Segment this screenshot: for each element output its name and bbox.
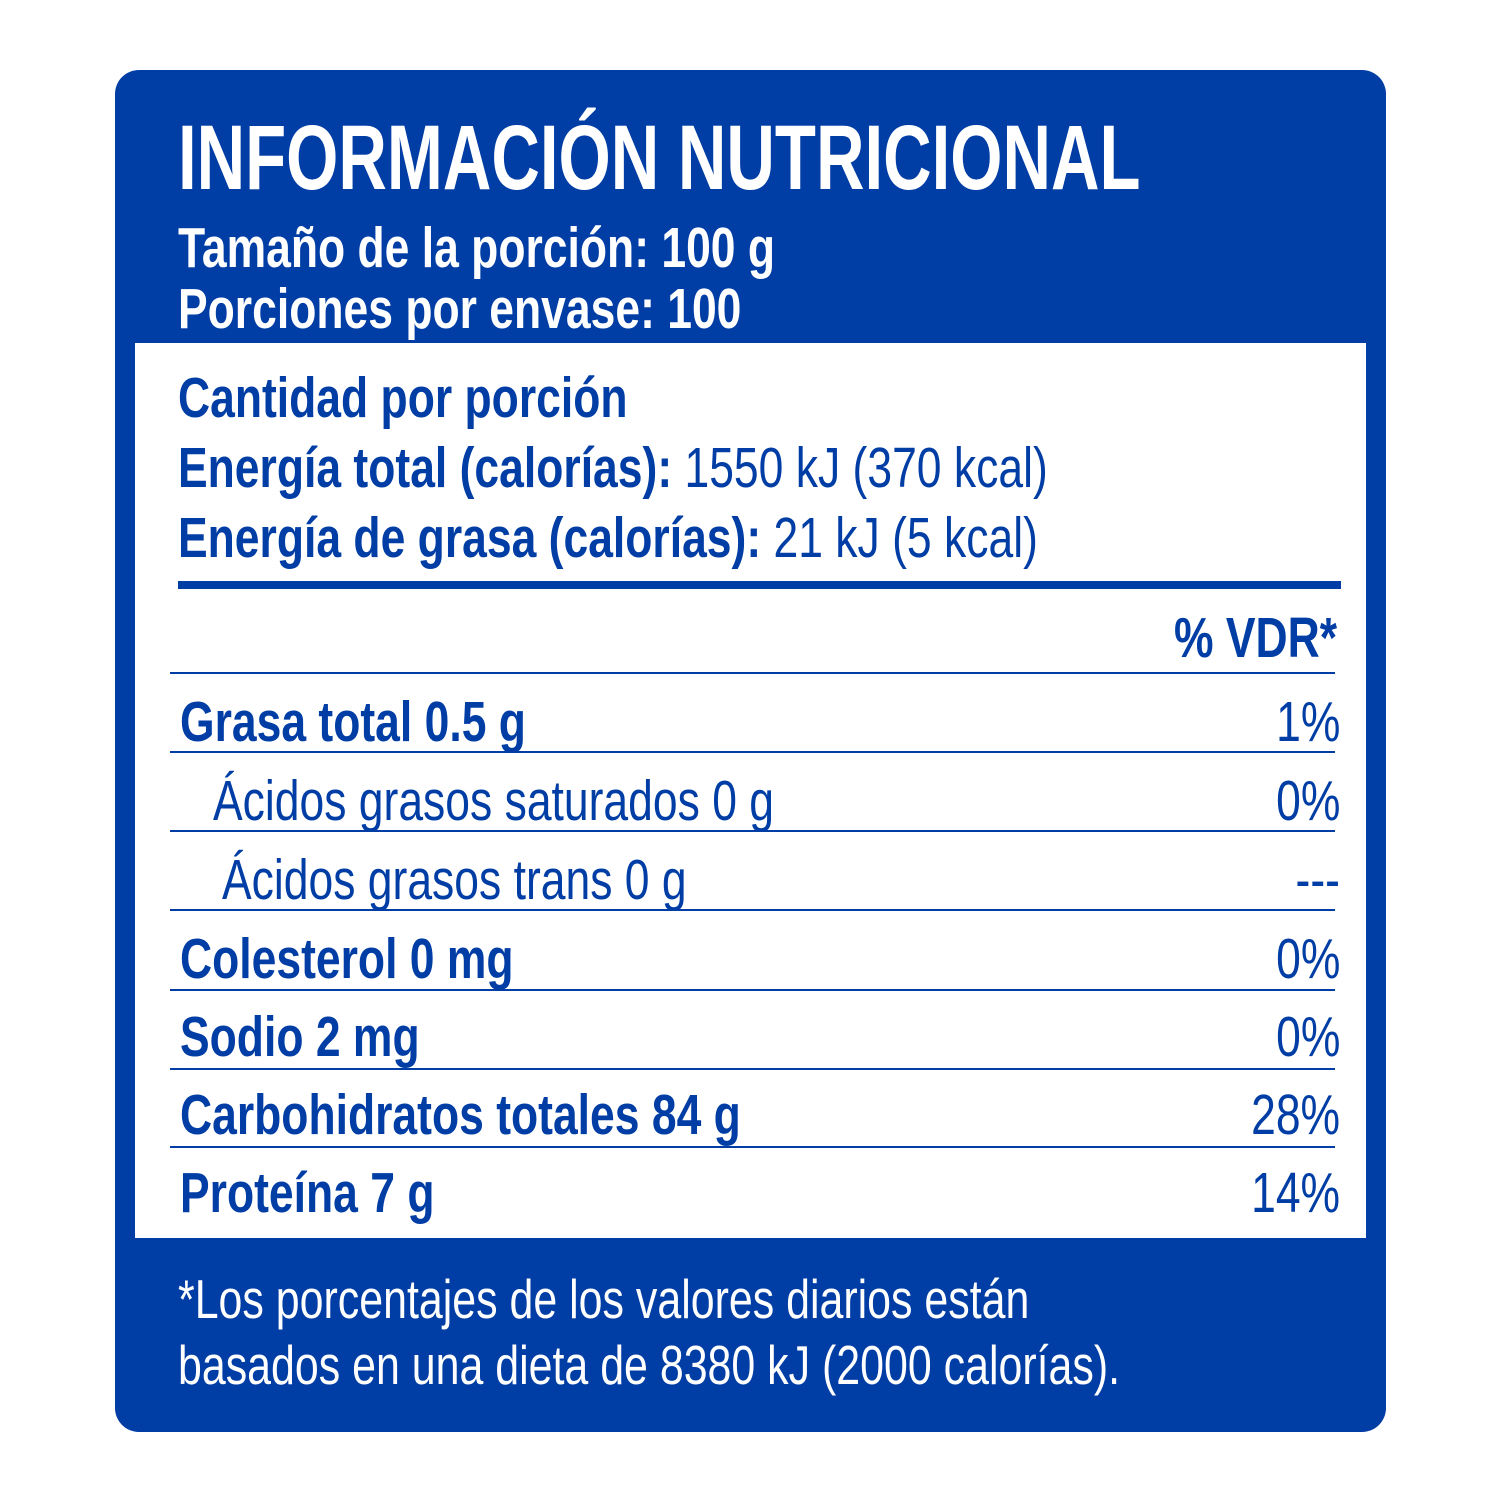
- energy-label: Energía total (calorías):: [178, 436, 673, 500]
- fat-energy-value: 21 kJ (5 kcal): [761, 506, 1038, 570]
- divider: [170, 989, 1335, 991]
- label-title: INFORMACIÓN NUTRICIONAL: [178, 107, 1141, 209]
- energy-total: Energía total (calorías): 1550 kJ (370 k…: [178, 440, 1048, 497]
- thick-divider: [178, 581, 1341, 589]
- divider: [170, 1068, 1335, 1070]
- row-dv: 28%: [1251, 1083, 1340, 1147]
- row-label: Ácidos grasos saturados 0 g: [213, 769, 775, 833]
- energy-fat: Energía de grasa (calorías): 21 kJ (5 kc…: [178, 510, 1038, 567]
- energy-value: 1550 kJ (370 kcal): [672, 436, 1048, 500]
- row-label: Sodio 2 mg: [180, 1005, 420, 1069]
- divider: [170, 830, 1335, 832]
- row-dv: 0%: [1275, 927, 1340, 991]
- footnote-line-1: *Los porcentajes de los valores diarios …: [178, 1268, 1030, 1330]
- divider: [170, 909, 1335, 911]
- footnote-line-2: basados en una dieta de 8380 kJ (2000 ca…: [178, 1334, 1121, 1396]
- fat-energy-label: Energía de grasa (calorías):: [178, 506, 762, 570]
- row-dv: ---: [1295, 848, 1340, 912]
- row-label: Ácidos grasos trans 0 g: [222, 848, 687, 912]
- dv-header: % VDR*: [1173, 606, 1337, 670]
- row-dv: 0%: [1275, 769, 1340, 833]
- row-label: Proteína 7 g: [180, 1161, 435, 1225]
- row-dv: 14%: [1251, 1161, 1340, 1225]
- servings-per-container: Porciones por envase: 100: [178, 277, 742, 341]
- nutrition-panel: [135, 343, 1366, 1238]
- serving-size: Tamaño de la porción: 100 g: [178, 216, 776, 280]
- row-dv: 0%: [1275, 1005, 1340, 1069]
- row-dv: 1%: [1275, 690, 1340, 754]
- divider: [170, 672, 1335, 674]
- divider: [170, 1146, 1335, 1148]
- divider: [170, 751, 1335, 753]
- amount-heading: Cantidad por porción: [178, 366, 628, 430]
- row-label: Grasa total 0.5 g: [180, 690, 526, 754]
- row-label: Carbohidratos totales 84 g: [180, 1083, 741, 1147]
- row-label: Colesterol 0 mg: [180, 927, 514, 991]
